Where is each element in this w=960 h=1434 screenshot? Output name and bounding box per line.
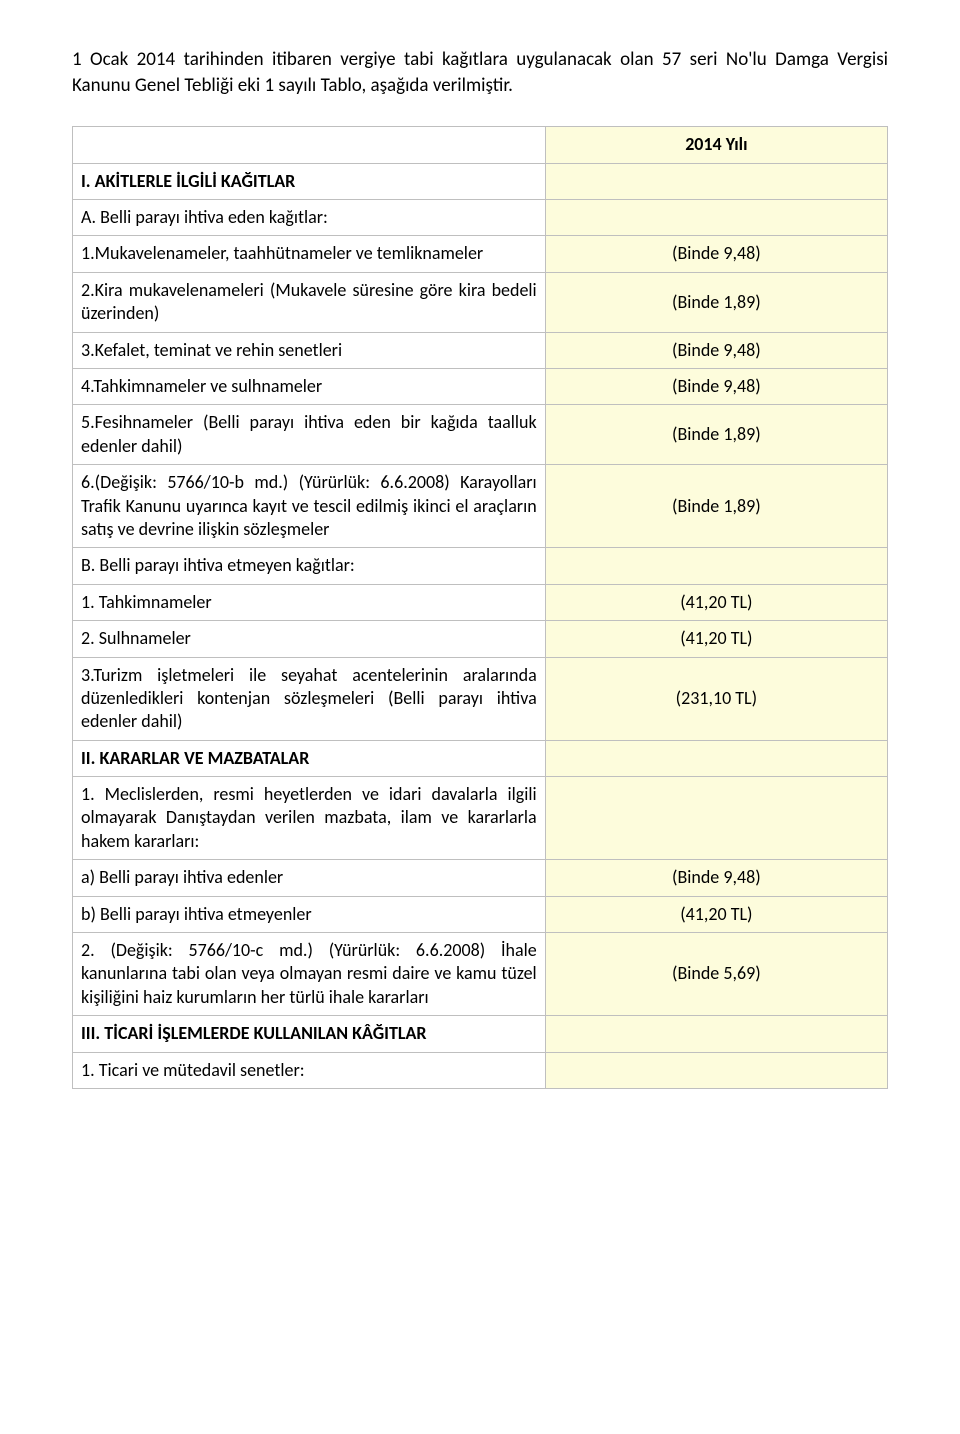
table-row: III. TİCARİ İŞLEMLERDE KULLANILAN KÂĞITL… — [73, 1016, 888, 1052]
row-value: (Binde 1,89) — [545, 405, 887, 465]
table-row: 3.Turizm işletmeleri ile seyahat acentel… — [73, 657, 888, 740]
row-label: III. TİCARİ İŞLEMLERDE KULLANILAN KÂĞITL… — [73, 1016, 546, 1052]
table-row: 4.Tahkimnameler ve sulhnameler(Binde 9,4… — [73, 369, 888, 405]
row-label: 3.Kefalet, teminat ve rehin senetleri — [73, 332, 546, 368]
table-row: A. Belli parayı ihtiva eden kağıtlar: — [73, 200, 888, 236]
row-label: 3.Turizm işletmeleri ile seyahat acentel… — [73, 657, 546, 740]
table-body: 2014 Yılı I. AKİTLERLE İLGİLİ KAĞITLARA.… — [73, 127, 888, 1089]
table-row: I. AKİTLERLE İLGİLİ KAĞITLAR — [73, 163, 888, 199]
row-value: (Binde 9,48) — [545, 860, 887, 896]
table-row: 1. Tahkimnameler(41,20 TL) — [73, 584, 888, 620]
row-label: 2. (Değişik: 5766/10-c md.) (Yürürlük: 6… — [73, 933, 546, 1016]
row-value — [545, 548, 887, 584]
table-row: 5.Fesihnameler (Belli parayı ihtiva eden… — [73, 405, 888, 465]
row-label: 1. Ticari ve mütedavil senetler: — [73, 1052, 546, 1088]
table-row: 1.Mukavelenameler, taahhütnameler ve tem… — [73, 236, 888, 272]
row-value: (Binde 1,89) — [545, 465, 887, 548]
row-label: a) Belli parayı ihtiva edenler — [73, 860, 546, 896]
row-value — [545, 740, 887, 776]
row-value: (Binde 5,69) — [545, 933, 887, 1016]
row-value: (Binde 9,48) — [545, 369, 887, 405]
row-label: II. KARARLAR VE MAZBATALAR — [73, 740, 546, 776]
table-row: 6.(Değişik: 5766/10-b md.) (Yürürlük: 6.… — [73, 465, 888, 548]
row-label: I. AKİTLERLE İLGİLİ KAĞITLAR — [73, 163, 546, 199]
row-value: (41,20 TL) — [545, 584, 887, 620]
row-label: 4.Tahkimnameler ve sulhnameler — [73, 369, 546, 405]
row-label: 2. Sulhnameler — [73, 621, 546, 657]
table-row: 1. Meclislerden, resmi heyetlerden ve id… — [73, 777, 888, 860]
row-label: b) Belli parayı ihtiva etmeyenler — [73, 896, 546, 932]
row-value — [545, 777, 887, 860]
intro-paragraph: 1 Ocak 2014 tarihinden itibaren vergiye … — [72, 47, 888, 98]
table-row: B. Belli parayı ihtiva etmeyen kağıtlar: — [73, 548, 888, 584]
row-value: (Binde 1,89) — [545, 272, 887, 332]
blank-left-header — [73, 127, 546, 163]
table-row: a) Belli parayı ihtiva edenler(Binde 9,4… — [73, 860, 888, 896]
table-row: 2014 Yılı — [73, 127, 888, 163]
row-value — [545, 200, 887, 236]
row-label: A. Belli parayı ihtiva eden kağıtlar: — [73, 200, 546, 236]
row-label: 6.(Değişik: 5766/10-b md.) (Yürürlük: 6.… — [73, 465, 546, 548]
table-row: II. KARARLAR VE MAZBATALAR — [73, 740, 888, 776]
row-value: (41,20 TL) — [545, 621, 887, 657]
row-label: B. Belli parayı ihtiva etmeyen kağıtlar: — [73, 548, 546, 584]
year-header-cell: 2014 Yılı — [545, 127, 887, 163]
row-label: 2.Kira mukavelenameleri (Mukavele süresi… — [73, 272, 546, 332]
table-row: 3.Kefalet, teminat ve rehin senetleri(Bi… — [73, 332, 888, 368]
tariff-table: 2014 Yılı I. AKİTLERLE İLGİLİ KAĞITLARA.… — [72, 126, 888, 1089]
table-row: 2. Sulhnameler(41,20 TL) — [73, 621, 888, 657]
row-label: 5.Fesihnameler (Belli parayı ihtiva eden… — [73, 405, 546, 465]
row-label: 1. Tahkimnameler — [73, 584, 546, 620]
row-value — [545, 1052, 887, 1088]
page: 1 Ocak 2014 tarihinden itibaren vergiye … — [0, 0, 960, 1209]
row-value: (Binde 9,48) — [545, 236, 887, 272]
row-value: (Binde 9,48) — [545, 332, 887, 368]
table-row: 1. Ticari ve mütedavil senetler: — [73, 1052, 888, 1088]
row-label: 1.Mukavelenameler, taahhütnameler ve tem… — [73, 236, 546, 272]
row-value: (41,20 TL) — [545, 896, 887, 932]
table-row: 2.Kira mukavelenameleri (Mukavele süresi… — [73, 272, 888, 332]
table-row: 2. (Değişik: 5766/10-c md.) (Yürürlük: 6… — [73, 933, 888, 1016]
row-value — [545, 1016, 887, 1052]
row-value: (231,10 TL) — [545, 657, 887, 740]
row-value — [545, 163, 887, 199]
table-row: b) Belli parayı ihtiva etmeyenler(41,20 … — [73, 896, 888, 932]
row-label: 1. Meclislerden, resmi heyetlerden ve id… — [73, 777, 546, 860]
